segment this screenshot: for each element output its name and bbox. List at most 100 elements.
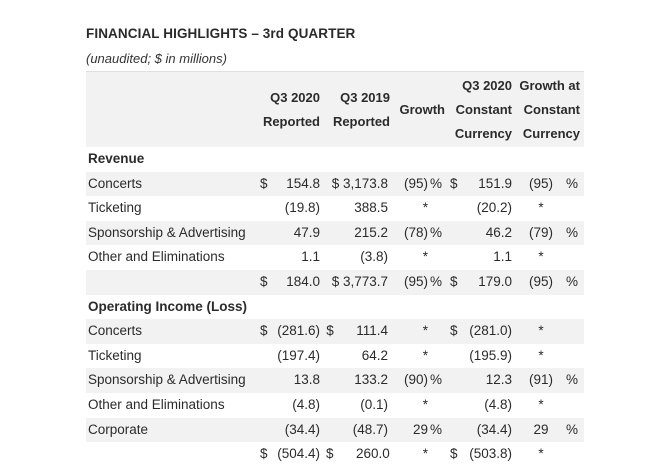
- table-cell: (34.4): [476, 421, 512, 437]
- table-cell: $: [450, 274, 458, 289]
- table-cell: 46.2: [485, 224, 512, 240]
- table-cell: (95): [528, 274, 553, 289]
- table-cell: *: [422, 397, 428, 412]
- table-cell: %: [430, 175, 443, 191]
- section-title: Operating Income (Loss): [88, 298, 248, 314]
- header-q3-2019-line2: Reported: [332, 114, 390, 129]
- header-q3-2020-cc-line1: Q3 2020: [462, 78, 512, 93]
- table-cell: $: [260, 446, 268, 462]
- table-row: $ (504.4) $ 260.0 * $ (503.8) *: [86, 442, 584, 467]
- table-cell: (91): [528, 372, 553, 388]
- table-cell: (281.6): [277, 323, 320, 339]
- table-cell: 215.2: [354, 224, 388, 240]
- table-cell: *: [538, 323, 544, 339]
- table-cell: (197.4): [277, 347, 320, 363]
- header-q3-2020-cc-line2: Constant: [455, 102, 512, 117]
- table-cell: 151.9: [478, 175, 512, 191]
- table-cell: (95): [403, 175, 428, 191]
- table-cell: *: [422, 323, 428, 339]
- table-cell: %: [566, 372, 579, 388]
- table-cell: (503.8): [469, 446, 512, 462]
- table-cell: $: [260, 175, 268, 191]
- table-cell: 1.1: [301, 249, 320, 265]
- header-q3-2020-cc-line3: Currency: [454, 126, 512, 141]
- table-cell: (281.0): [469, 323, 512, 339]
- table-cell: $ 3,173.8: [331, 175, 388, 191]
- table-cell: $: [260, 323, 268, 339]
- table-cell: %: [430, 421, 443, 437]
- table-row: Ticketing (19.8) 388.5 * (20.2) *: [86, 196, 584, 221]
- table-row: Other and Eliminations (4.8) (0.1) * (4.8) *: [86, 393, 584, 418]
- table-cell: *: [538, 446, 544, 462]
- header-divider: [86, 71, 584, 72]
- table-cell: *: [422, 446, 428, 462]
- table-cell: %: [566, 224, 579, 240]
- table-cell: 388.5: [354, 200, 388, 216]
- table-cell: 154.8: [286, 175, 320, 191]
- row-label: Ticketing: [88, 200, 142, 216]
- table-cell: 47.9: [293, 224, 320, 240]
- row-label: Other and Eliminations: [88, 249, 225, 265]
- table-cell: *: [538, 397, 544, 412]
- table-cell: $ 3,773.7: [331, 274, 388, 289]
- table-cell: %: [566, 175, 579, 191]
- table-cell: (34.4): [284, 421, 320, 437]
- table-cell: 179.0: [478, 274, 512, 289]
- table-cell: (95): [528, 175, 553, 191]
- table-cell: (78): [403, 224, 428, 240]
- row-label: Other and Eliminations: [88, 397, 225, 412]
- table-cell: (20.2): [476, 200, 512, 216]
- table-cell: (3.8): [360, 249, 388, 265]
- section-title: Revenue: [88, 151, 145, 166]
- table-cell: (4.8): [484, 397, 512, 412]
- table-cell: $: [260, 274, 268, 289]
- table-cell: 29: [533, 421, 549, 437]
- table-row: Ticketing (197.4) 64.2 * (195.9) *: [86, 344, 584, 369]
- table-cell: %: [566, 421, 579, 437]
- table-cell: (504.4): [277, 446, 320, 462]
- table-cell: (90): [403, 372, 428, 388]
- table-cell: *: [422, 347, 428, 363]
- table-row: Other and Eliminations 1.1 (3.8) * 1.1 *: [86, 245, 584, 270]
- section-header-row: Revenue: [86, 147, 584, 172]
- row-label: Corporate: [88, 421, 149, 437]
- table-header-band: [86, 71, 584, 147]
- table-cell: (4.8): [292, 397, 320, 412]
- header-growth: Growth: [399, 102, 446, 117]
- table-row: Corporate (34.4) (48.7) 29% (34.4) 29%: [86, 417, 584, 443]
- header-q3-2019-line1: Q3 2019: [340, 90, 390, 105]
- header-growth-cc-line3: Currency: [522, 126, 580, 141]
- table-cell: *: [538, 200, 544, 216]
- table-cell: (79): [528, 224, 553, 240]
- page-title: FINANCIAL HIGHLIGHTS – 3rd QUARTER: [86, 26, 356, 41]
- table-row: Sponsorship & Advertising 47.9 215.2 (78)% 4…: [86, 220, 584, 246]
- table-cell: 13.8: [293, 372, 320, 388]
- header-growth-cc-line1: Growth at: [519, 78, 580, 93]
- table-cell: (19.8): [284, 200, 320, 216]
- table-cell: 12.3: [485, 372, 512, 388]
- table-cell: 29: [412, 421, 428, 437]
- table-cell: *: [538, 249, 544, 265]
- table-cell: %: [566, 274, 579, 289]
- table-cell: *: [422, 249, 428, 265]
- table-row: Sponsorship & Advertising 13.8 133.2 (90)% 1…: [86, 368, 584, 393]
- row-label: Ticketing: [88, 347, 142, 363]
- page-subtitle: (unaudited; $ in millions): [86, 51, 227, 66]
- table-cell: 133.2: [354, 372, 388, 388]
- row-label: Sponsorship & Advertising: [88, 224, 246, 240]
- table-cell: *: [422, 200, 428, 216]
- table-cell: 184.0: [286, 274, 320, 289]
- header-q3-2020-line1: Q3 2020: [270, 90, 320, 105]
- table-cell: $ 111.4: [326, 323, 388, 339]
- table-cell: %: [430, 274, 443, 289]
- table-cell: (195.9): [469, 347, 512, 363]
- table-cell: *: [538, 347, 544, 363]
- table-row: Concerts $ (281.6) $ 111.4 * $ (281.0) *: [86, 319, 584, 344]
- table-cell: $: [450, 175, 458, 191]
- table-cell: %: [430, 224, 443, 240]
- table-cell: (0.1): [360, 397, 388, 412]
- table-cell: $: [450, 446, 458, 462]
- table-cell: %: [430, 372, 443, 388]
- table-row: $184.0 $ 3,773.7 (95)% $179.0 (95)%: [86, 270, 584, 295]
- row-label: Sponsorship & Advertising: [88, 372, 246, 388]
